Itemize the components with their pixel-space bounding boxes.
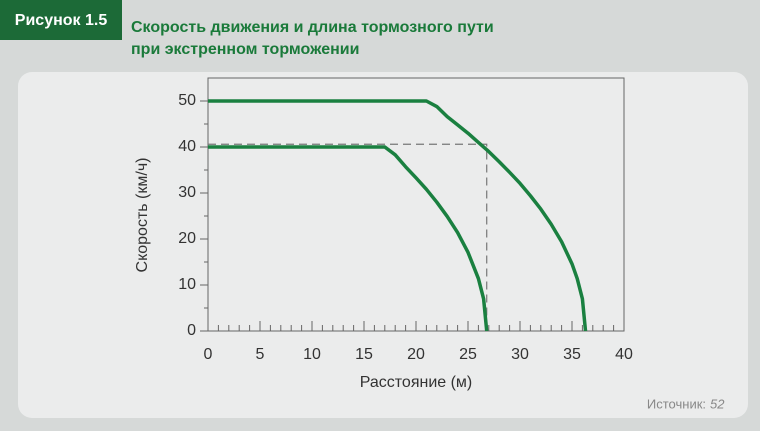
x-tick-label: 20 xyxy=(407,346,425,363)
x-tick-label: 35 xyxy=(563,346,581,363)
x-axis-label: Расстояние (м) xyxy=(360,374,473,391)
chart-title: Скорость движения и длина тормозного пут… xyxy=(131,19,494,36)
reference-line xyxy=(208,143,488,331)
x-tick-label: 5 xyxy=(256,346,265,363)
source-ref: 52 xyxy=(710,396,725,411)
x-tick-label: 0 xyxy=(204,346,213,363)
y-tick-label: 10 xyxy=(178,276,196,293)
x-tick-label: 25 xyxy=(459,346,477,363)
y-tick-label: 50 xyxy=(178,92,196,109)
y-tick-label: 0 xyxy=(187,322,196,339)
x-tick-label: 30 xyxy=(511,346,529,363)
figure-label: Рисунок 1.5 xyxy=(15,12,108,29)
speed-line xyxy=(208,99,588,332)
x-tick-label: 40 xyxy=(615,346,633,363)
y-tick-label: 40 xyxy=(178,138,196,155)
chart-title: при экстренном торможении xyxy=(131,41,359,58)
speed-line xyxy=(208,145,489,332)
x-tick-label: 10 xyxy=(303,346,321,363)
y-axis-label: Скорость (км/ч) xyxy=(134,158,151,273)
x-tick-label: 15 xyxy=(355,346,373,363)
source-label: Источник: xyxy=(647,396,706,411)
figure-label-box xyxy=(0,0,122,40)
panel xyxy=(18,72,748,418)
y-tick-label: 20 xyxy=(178,230,196,247)
y-tick-label: 30 xyxy=(178,184,196,201)
